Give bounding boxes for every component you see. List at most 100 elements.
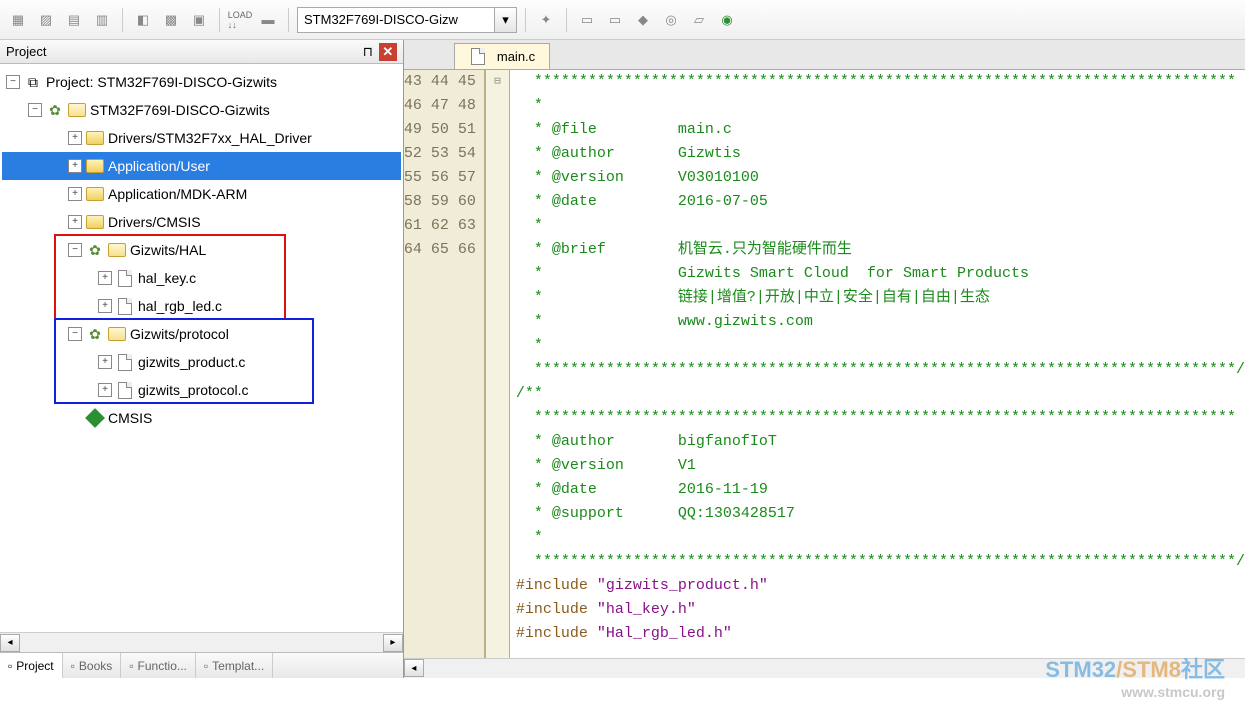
tool-grid-icon[interactable]: ▤ xyxy=(62,8,86,32)
tree-item-label: CMSIS xyxy=(108,410,152,426)
gear-icon: ✿ xyxy=(86,242,104,258)
project-icon: ⧉ xyxy=(24,74,42,90)
tree-root-label: Project: STM32F769I-DISCO-Gizwits xyxy=(46,74,277,90)
file-icon xyxy=(116,298,134,314)
tree-target[interactable]: − ✿ STM32F769I-DISCO-Gizwits xyxy=(2,96,401,124)
scroll-left-icon[interactable]: ◂ xyxy=(404,659,424,677)
tree-folder-hal[interactable]: −✿Gizwits/HAL xyxy=(2,236,401,264)
project-panel-title: Project xyxy=(6,44,46,59)
expand-icon[interactable]: + xyxy=(98,355,112,369)
tool-cube-icon[interactable]: ▦ xyxy=(6,8,30,32)
folder-icon xyxy=(108,242,126,258)
tab-label: Templat... xyxy=(212,659,264,673)
fold-column: ⊟ xyxy=(486,70,510,658)
tree-item-label: Drivers/CMSIS xyxy=(108,214,201,230)
tool-gridx-icon[interactable]: ▥ xyxy=(90,8,114,32)
expand-icon[interactable]: + xyxy=(68,215,82,229)
tree-item-label: Drivers/STM32F7xx_HAL_Driver xyxy=(108,130,312,146)
tool-stack-icon[interactable]: ▭ xyxy=(575,8,599,32)
tree-item-label: Gizwits/protocol xyxy=(130,326,229,342)
tree-file[interactable]: + gizwits_protocol.c xyxy=(2,376,401,404)
expand-icon[interactable]: − xyxy=(68,327,82,341)
tool-grid2-icon[interactable]: ▩ xyxy=(159,8,183,32)
bottom-tab[interactable]: ▫ Templat... xyxy=(196,653,273,678)
expand-icon[interactable]: + xyxy=(98,299,112,313)
file-icon xyxy=(469,49,487,65)
gear-icon: ✿ xyxy=(86,326,104,342)
tree-folder[interactable]: + Drivers/CMSIS xyxy=(2,208,401,236)
pin-icon[interactable]: ⊓ xyxy=(359,43,377,61)
main-toolbar: ▦ ▨ ▤ ▥ ◧ ▩ ▣ LOAD↓↓ ▬ STM32F769I-DISCO-… xyxy=(0,0,1245,40)
diamond-icon xyxy=(86,410,104,426)
tab-label: Functio... xyxy=(138,659,187,673)
tab-label: Project xyxy=(16,659,53,673)
tree-hscroll[interactable]: ◂ ▸ xyxy=(0,632,403,652)
expand-icon[interactable]: + xyxy=(68,131,82,145)
tree-item-label: gizwits_protocol.c xyxy=(138,382,249,398)
folder-icon xyxy=(68,102,86,118)
expand-icon[interactable] xyxy=(68,411,82,425)
tree-file[interactable]: + hal_key.c xyxy=(2,264,401,292)
tool-sheet-icon[interactable]: ▱ xyxy=(687,8,711,32)
tree-item-label: Application/User xyxy=(108,158,210,174)
tool-target-icon[interactable]: ◎ xyxy=(659,8,683,32)
bottom-tab[interactable]: ▫Project xyxy=(0,653,63,678)
scroll-left-icon[interactable]: ◂ xyxy=(0,634,20,652)
bottom-tab[interactable]: ▫ Functio... xyxy=(121,653,196,678)
tool-globe-icon[interactable]: ◉ xyxy=(715,8,739,32)
tab-icon: ▫ xyxy=(204,659,208,673)
expand-icon[interactable]: + xyxy=(98,271,112,285)
bottom-tabs: ▫Project▫Books ▫ Functio... ▫ Templat... xyxy=(0,652,403,678)
target-gear-icon: ✿ xyxy=(46,102,64,118)
tab-icon: ▫ xyxy=(129,659,133,673)
editor-hscroll[interactable]: ◂ xyxy=(404,658,1245,678)
project-panel-header: Project ⊓ ✕ xyxy=(0,40,403,64)
tree-item-label: hal_key.c xyxy=(138,270,196,286)
tree-item-label: hal_rgb_led.c xyxy=(138,298,222,314)
tab-label: Books xyxy=(79,659,112,673)
tool-diamond-icon[interactable]: ◆ xyxy=(631,8,655,32)
scroll-right-icon[interactable]: ▸ xyxy=(383,634,403,652)
tree-target-label: STM32F769I-DISCO-Gizwits xyxy=(90,102,270,118)
tool-grid3-icon[interactable]: ▣ xyxy=(187,8,211,32)
tool-layers-icon[interactable]: ◧ xyxy=(131,8,155,32)
tool-load-icon[interactable]: LOAD↓↓ xyxy=(228,8,252,32)
target-combo[interactable]: STM32F769I-DISCO-Gizw ▾ xyxy=(297,7,517,33)
tree-folder-protocol[interactable]: −✿ Gizwits/protocol xyxy=(2,320,401,348)
editor-area: main.c 43 44 45 46 47 48 49 50 51 52 53 … xyxy=(404,40,1245,678)
folder-icon xyxy=(86,186,104,202)
folder-icon xyxy=(86,130,104,146)
folder-icon xyxy=(108,326,126,342)
project-tree: − ⧉ Project: STM32F769I-DISCO-Gizwits − … xyxy=(0,64,403,632)
code-area[interactable]: 43 44 45 46 47 48 49 50 51 52 53 54 55 5… xyxy=(404,70,1245,658)
tree-file[interactable]: + hal_rgb_led.c xyxy=(2,292,401,320)
tool-save-icon[interactable]: ▬ xyxy=(256,8,280,32)
expand-icon[interactable]: − xyxy=(28,103,42,117)
tree-folder[interactable]: + Drivers/STM32F7xx_HAL_Driver xyxy=(2,124,401,152)
code-content[interactable]: ****************************************… xyxy=(510,70,1245,658)
target-combo-dropdown-icon[interactable]: ▾ xyxy=(494,8,516,32)
file-icon xyxy=(116,382,134,398)
tool-cubes-icon[interactable]: ▨ xyxy=(34,8,58,32)
tree-cmsis[interactable]: CMSIS xyxy=(2,404,401,432)
expand-icon[interactable]: − xyxy=(68,243,82,257)
close-panel-icon[interactable]: ✕ xyxy=(379,43,397,61)
expand-icon[interactable]: + xyxy=(68,187,82,201)
editor-tab-main[interactable]: main.c xyxy=(454,43,550,69)
tree-root[interactable]: − ⧉ Project: STM32F769I-DISCO-Gizwits xyxy=(2,68,401,96)
expand-icon[interactable]: + xyxy=(98,383,112,397)
folder-icon xyxy=(86,214,104,230)
folder-icon xyxy=(86,158,104,174)
tool-downstack-icon[interactable]: ▭ xyxy=(603,8,627,32)
tree-file[interactable]: +gizwits_product.c xyxy=(2,348,401,376)
tree-item-label: Application/MDK-ARM xyxy=(108,186,247,202)
file-icon xyxy=(116,354,134,370)
tree-folder[interactable]: + Application/MDK-ARM xyxy=(2,180,401,208)
bottom-tab[interactable]: ▫Books xyxy=(63,653,122,678)
tree-folder[interactable]: + Application/User xyxy=(2,152,401,180)
expand-icon[interactable]: + xyxy=(68,159,82,173)
tool-wand-icon[interactable]: ✦ xyxy=(534,8,558,32)
target-combo-value: STM32F769I-DISCO-Gizw xyxy=(304,12,458,27)
expand-icon[interactable]: − xyxy=(6,75,20,89)
project-panel: Project ⊓ ✕ − ⧉ Project: STM32F769I-DISC… xyxy=(0,40,404,678)
